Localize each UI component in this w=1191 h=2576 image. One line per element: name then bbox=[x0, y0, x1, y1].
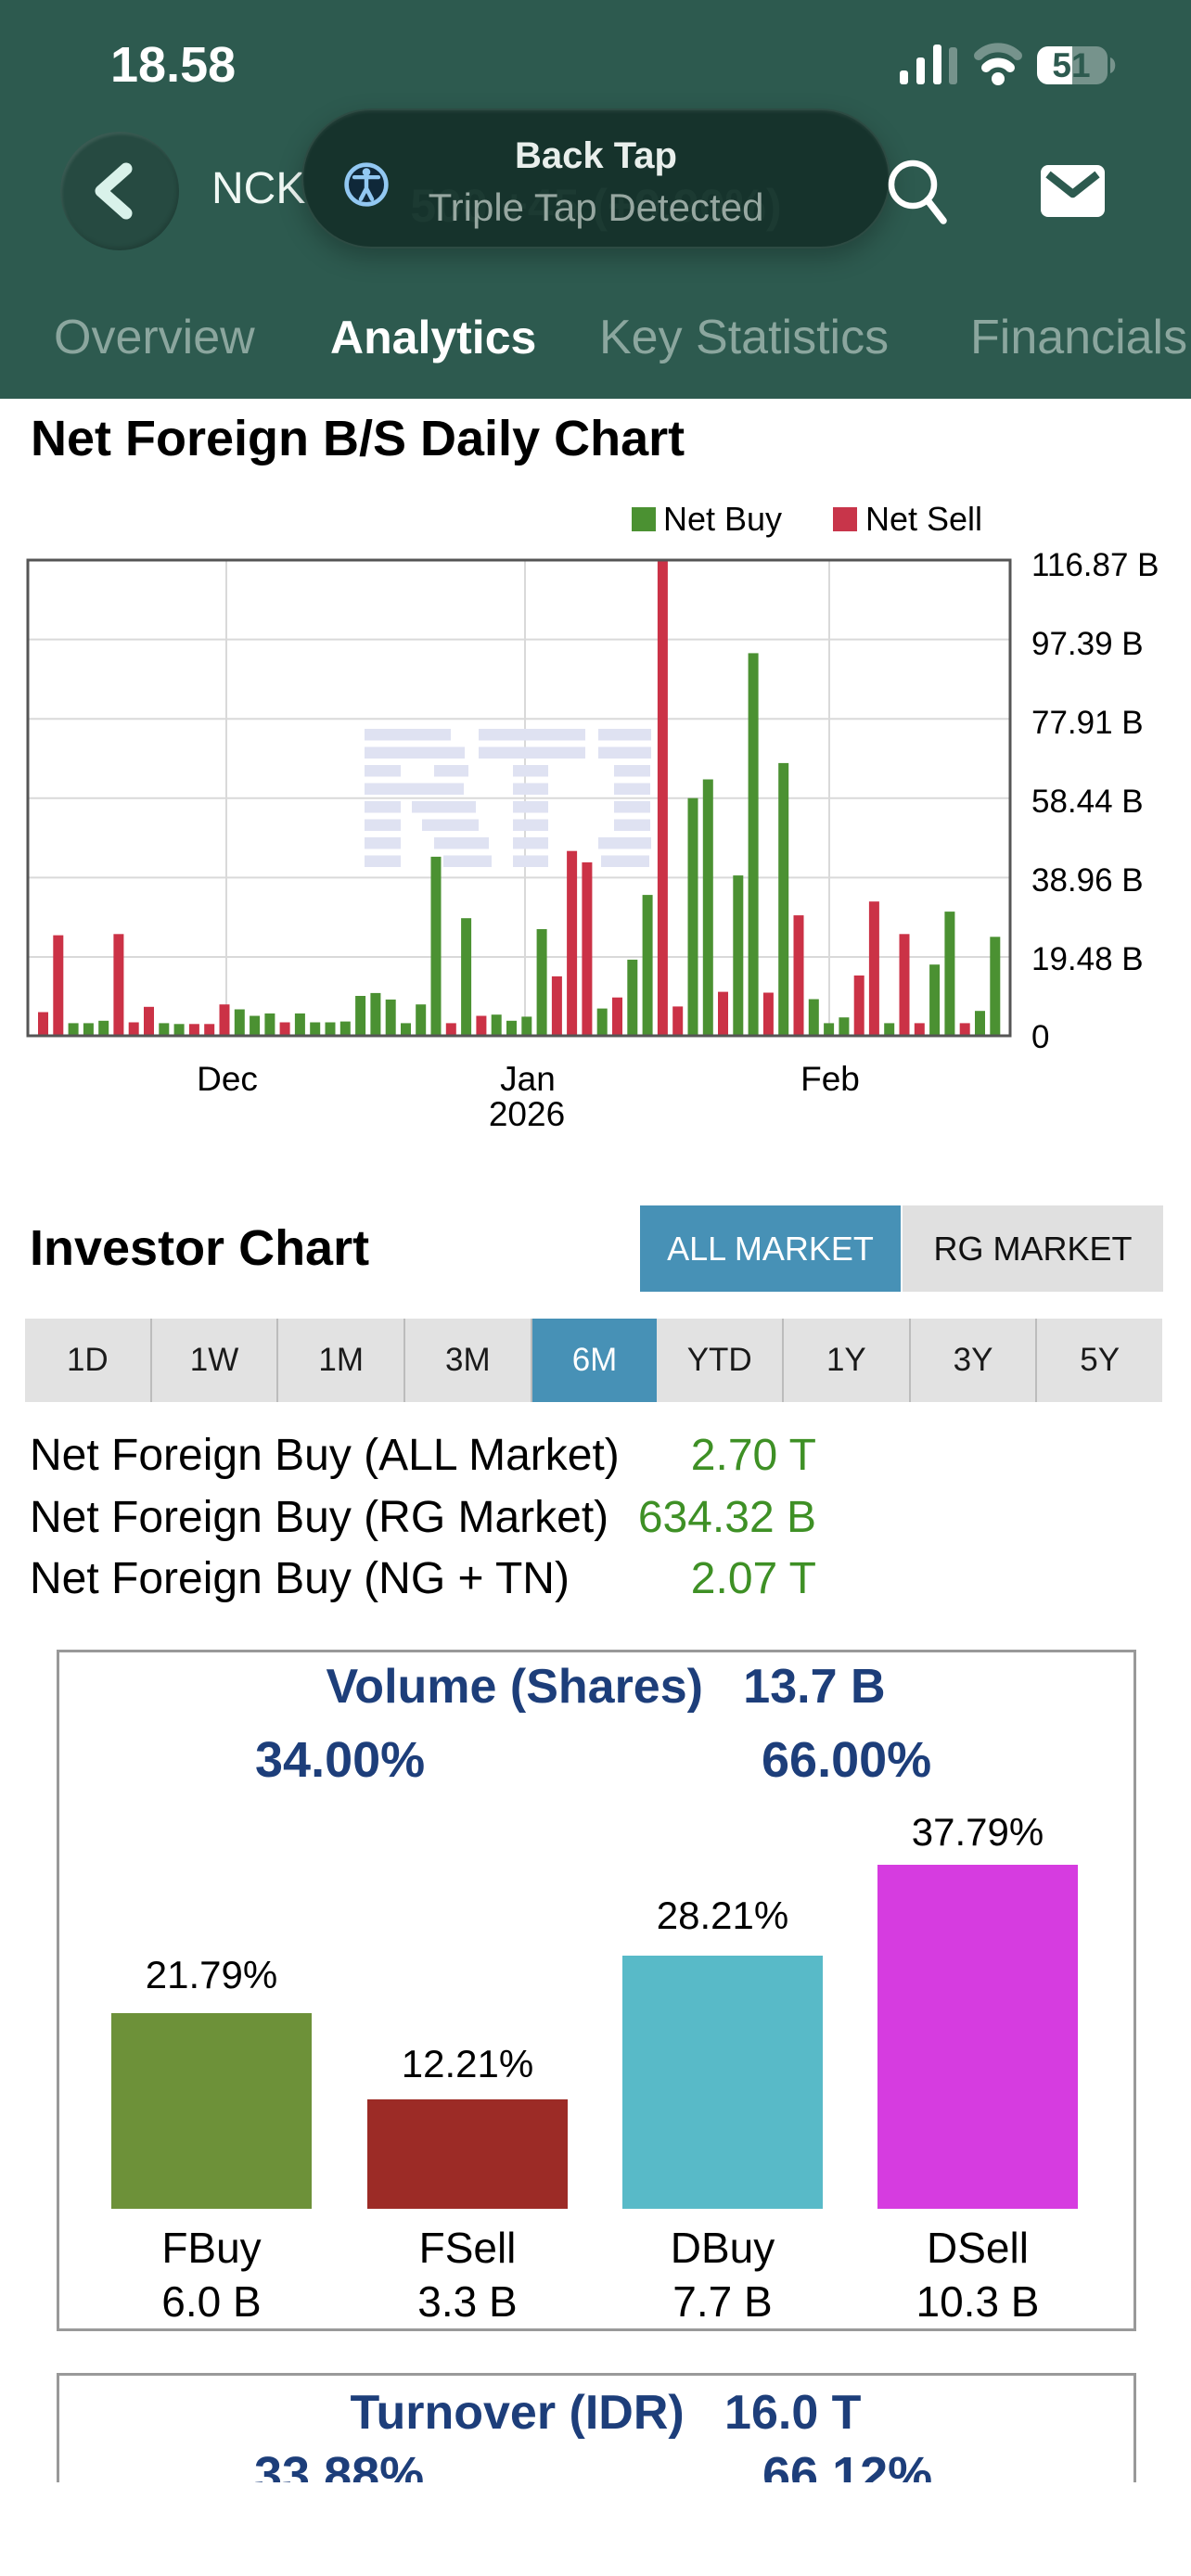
svg-text:19.48 B: 19.48 B bbox=[1031, 941, 1144, 977]
svg-text:38.96 B: 38.96 B bbox=[1031, 862, 1144, 899]
svg-text:Net Sell: Net Sell bbox=[865, 500, 982, 538]
svg-text:Feb: Feb bbox=[800, 1060, 860, 1098]
svg-text:Net Buy: Net Buy bbox=[663, 500, 782, 538]
svg-text:Dec: Dec bbox=[197, 1060, 258, 1098]
svg-text:51: 51 bbox=[1052, 46, 1090, 84]
svg-text:116.87 B: 116.87 B bbox=[1031, 547, 1159, 583]
svg-text:0: 0 bbox=[1031, 1019, 1049, 1055]
svg-text:2026: 2026 bbox=[489, 1095, 565, 1133]
svg-text:77.91 B: 77.91 B bbox=[1031, 705, 1144, 741]
svg-text:Jan: Jan bbox=[500, 1060, 556, 1098]
svg-text:58.44 B: 58.44 B bbox=[1031, 784, 1144, 820]
svg-text:97.39 B: 97.39 B bbox=[1031, 626, 1144, 662]
